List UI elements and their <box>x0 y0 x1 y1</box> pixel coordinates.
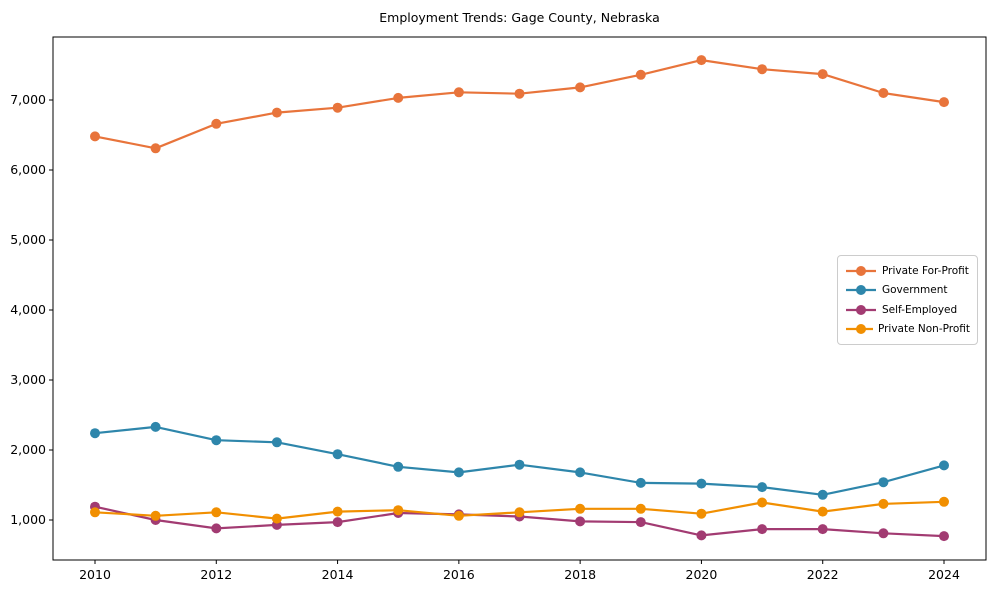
data-point-marker <box>817 506 828 517</box>
data-point-marker <box>514 507 525 518</box>
data-point-marker <box>211 435 222 446</box>
data-point-marker <box>575 467 586 478</box>
legend-line-marker-icon <box>846 304 876 315</box>
legend-item-label: Private For-Profit <box>882 264 969 277</box>
data-point-marker <box>575 503 586 514</box>
data-point-marker <box>393 461 404 472</box>
y-tick-label: 4,000 <box>10 302 46 317</box>
y-tick-label: 7,000 <box>10 92 46 107</box>
data-point-marker <box>939 531 949 542</box>
data-point-marker <box>757 497 768 508</box>
y-axis-ticks: 1,000 2,000 3,000 4,000 5,000 6,000 7,000 <box>10 92 53 527</box>
data-point-marker <box>332 449 343 460</box>
legend-line-marker-icon <box>846 265 876 276</box>
x-tick-label: 2010 <box>79 567 111 582</box>
data-point-marker <box>696 508 707 519</box>
data-point-marker <box>90 131 100 142</box>
x-tick-label: 2020 <box>686 567 718 582</box>
y-tick-label: 3,000 <box>10 372 46 387</box>
data-point-marker <box>332 517 343 528</box>
y-tick-label: 1,000 <box>10 512 46 527</box>
data-point-marker <box>635 517 646 528</box>
data-point-marker <box>393 505 404 516</box>
legend-item: Private Non-Profit <box>845 323 970 335</box>
data-point-marker <box>757 64 768 75</box>
legend-line-marker-icon <box>846 285 876 296</box>
data-point-marker <box>453 510 464 521</box>
y-tick-label: 5,000 <box>10 232 46 247</box>
legend-item: Private For-Profit <box>845 265 970 277</box>
data-point-marker <box>211 507 222 518</box>
data-point-marker <box>696 478 707 489</box>
data-point-marker <box>878 477 889 488</box>
y-tick-label: 6,000 <box>10 162 46 177</box>
x-tick-label: 2012 <box>200 567 232 582</box>
series-private-non-profit <box>90 496 949 524</box>
x-axis-ticks: 2010 2012 2014 2016 2018 2020 2022 2024 <box>79 560 960 582</box>
data-point-marker <box>817 489 828 500</box>
data-point-marker <box>757 482 768 493</box>
data-point-marker <box>453 87 464 98</box>
x-tick-label: 2024 <box>928 567 960 582</box>
data-point-marker <box>271 437 282 448</box>
data-point-marker <box>878 88 889 98</box>
series-government <box>90 421 949 500</box>
x-tick-label: 2022 <box>807 567 839 582</box>
data-point-marker <box>90 507 100 518</box>
legend-item-label: Private Non-Profit <box>877 323 970 336</box>
legend-item-label: Government <box>882 284 948 297</box>
data-point-marker <box>757 524 768 535</box>
data-point-marker <box>514 459 525 470</box>
data-point-marker <box>332 102 343 113</box>
data-point-marker <box>393 92 404 103</box>
data-point-marker <box>150 143 161 154</box>
data-point-marker <box>575 516 586 527</box>
data-point-marker <box>211 118 222 129</box>
data-point-marker <box>90 428 100 439</box>
data-point-marker <box>271 513 282 524</box>
legend-item: Self-Employed <box>845 304 970 316</box>
legend-line-marker-icon <box>846 324 873 335</box>
data-point-marker <box>575 82 586 93</box>
data-point-marker <box>635 69 646 80</box>
legend-item-label: Self-Employed <box>882 303 958 316</box>
plot-frame <box>52 36 987 561</box>
x-tick-label: 2016 <box>443 567 475 582</box>
data-point-marker <box>878 498 889 509</box>
data-point-marker <box>150 421 161 432</box>
data-point-marker <box>939 97 949 108</box>
data-point-marker <box>332 506 343 517</box>
data-point-marker <box>211 523 222 534</box>
x-tick-label: 2018 <box>564 567 596 582</box>
data-point-marker <box>271 107 282 118</box>
legend: Private For-Profit Government Self-Employe… <box>837 255 978 345</box>
data-point-marker <box>696 530 707 541</box>
y-tick-label: 2,000 <box>10 442 46 457</box>
data-point-marker <box>939 460 949 471</box>
data-point-marker <box>635 477 646 488</box>
data-point-marker <box>514 88 525 99</box>
series-private-for-profit <box>90 55 949 154</box>
data-point-marker <box>939 496 949 507</box>
data-point-marker <box>150 510 161 521</box>
data-point-marker <box>453 467 464 478</box>
legend-item: Government <box>845 284 970 296</box>
data-point-marker <box>878 528 889 539</box>
data-point-marker <box>817 524 828 535</box>
data-point-marker <box>635 503 646 514</box>
data-point-marker <box>817 69 828 80</box>
chart-title: Employment Trends: Gage County, Nebraska <box>379 10 660 25</box>
series-line <box>94 58 945 150</box>
x-tick-label: 2014 <box>322 567 354 582</box>
data-point-marker <box>696 55 707 66</box>
